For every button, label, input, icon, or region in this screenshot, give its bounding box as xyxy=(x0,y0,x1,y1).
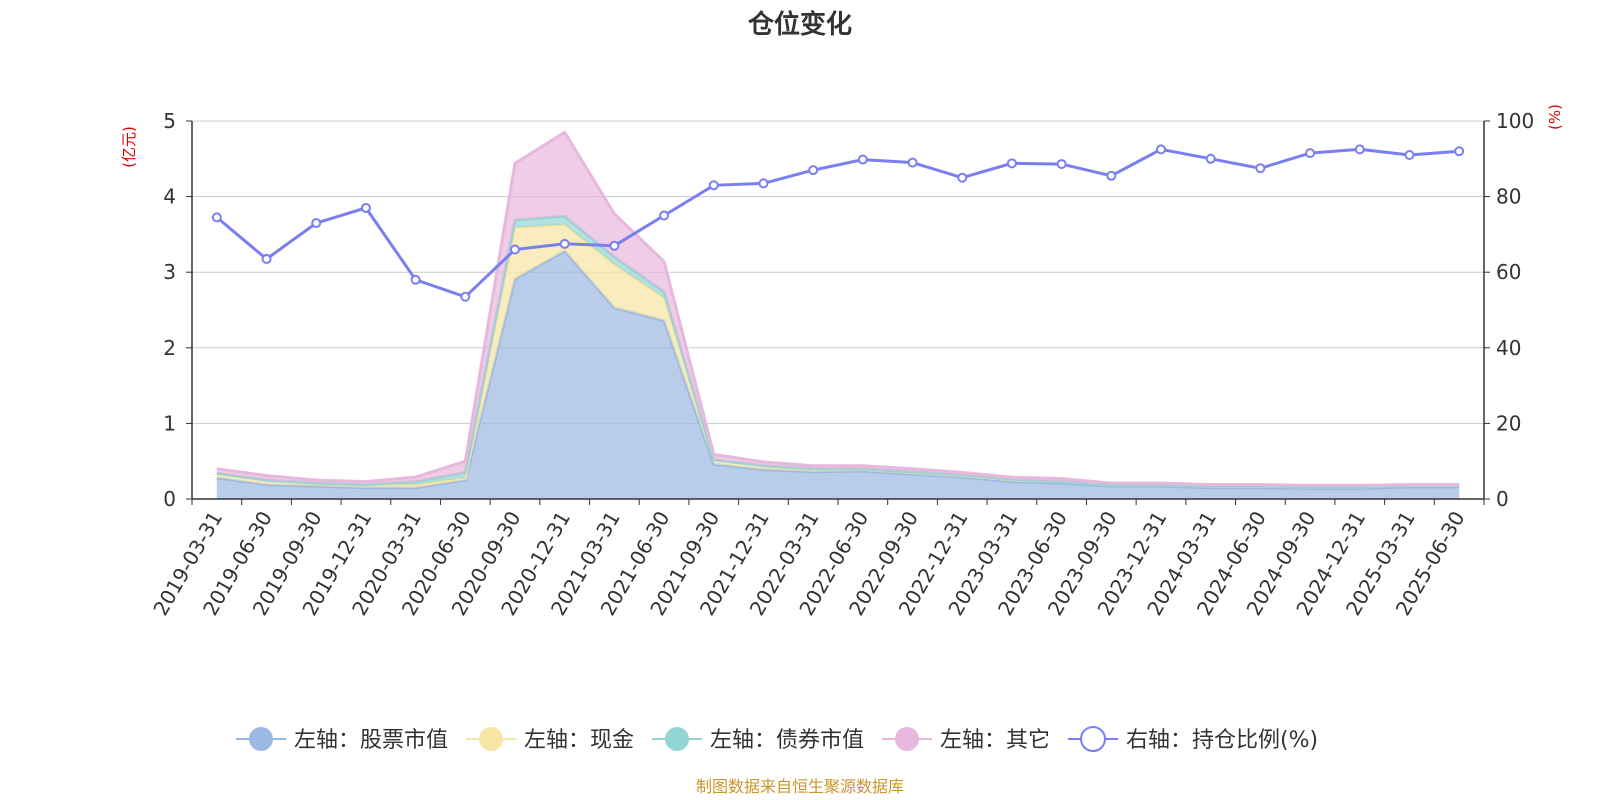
legend-marker xyxy=(479,727,503,751)
ratio-line-point xyxy=(510,244,520,255)
legend-label: 左轴：其它 xyxy=(940,728,1050,753)
legend-label: 右轴：持仓比例(%) xyxy=(1126,728,1318,753)
legend-marker xyxy=(895,727,919,751)
right-axis-tick-label: 100 xyxy=(1496,109,1534,133)
left-axis-unit: (亿元) xyxy=(120,126,138,168)
left-axis-tick-label: 5 xyxy=(163,109,176,133)
left-axis-tick-label: 1 xyxy=(163,411,176,435)
legend-marker xyxy=(1080,726,1106,752)
stacked-areas xyxy=(216,130,1460,499)
ratio-line-path xyxy=(215,147,1460,299)
ratio-line-point xyxy=(360,202,371,213)
legend-item-2[interactable]: 左轴：现金 xyxy=(466,727,634,753)
axes: 0123450204060801002019-03-312019-06-3020… xyxy=(148,109,1534,620)
legend-item-1[interactable]: 左轴：股票市值 xyxy=(236,727,448,753)
ratio-line-point xyxy=(1454,146,1465,157)
legend[interactable]: 左轴：股票市值 左轴：现金 左轴：债券市值 左轴：其它 右轴：持仓比例(%) xyxy=(236,726,1318,753)
left-axis-tick-label: 3 xyxy=(163,260,176,284)
right-axis-tick-label: 0 xyxy=(1496,487,1509,511)
ratio-line-point xyxy=(261,253,272,264)
legend-label: 左轴：债券市值 xyxy=(710,728,864,753)
ratio-line-point xyxy=(1404,150,1415,161)
legend-item-5[interactable]: 右轴：持仓比例(%) xyxy=(1068,726,1318,753)
data-source-note: 制图数据来自恒生聚源数据库 xyxy=(696,777,904,796)
ratio-line-point xyxy=(1205,153,1216,164)
ratio-line-point xyxy=(907,157,918,168)
ratio-line-point xyxy=(708,180,719,191)
ratio-line-point xyxy=(410,274,421,285)
ratio-line-point xyxy=(758,178,769,189)
left-axis-tick-label: 2 xyxy=(163,336,176,360)
ratio-line-point xyxy=(609,240,620,251)
legend-label: 左轴：股票市值 xyxy=(294,728,448,753)
ratio-line-point xyxy=(957,172,968,183)
ratio-line-point xyxy=(1354,144,1365,155)
left-axis-tick-label: 4 xyxy=(163,185,176,209)
legend-label: 左轴：现金 xyxy=(524,728,634,753)
right-axis-unit: (%) xyxy=(1546,104,1564,130)
ratio-line-point xyxy=(808,165,819,176)
ratio-line-point xyxy=(311,218,322,229)
right-axis-tick-label: 80 xyxy=(1496,185,1521,209)
area-series-edge-3 xyxy=(216,214,1460,489)
legend-marker xyxy=(665,727,689,751)
ratio-line-point xyxy=(1056,159,1067,170)
ratio-line-point xyxy=(211,212,222,223)
area-series-4 xyxy=(216,132,1460,487)
chart-title: 仓位变化 xyxy=(747,9,852,40)
position-ratio-line xyxy=(211,144,1465,302)
right-axis-tick-label: 40 xyxy=(1496,336,1521,360)
area-series-edge-1 xyxy=(216,249,1460,490)
right-axis-tick-label: 20 xyxy=(1496,411,1521,435)
ratio-line-point xyxy=(1006,158,1017,169)
ratio-line-point xyxy=(857,154,868,165)
ratio-line-point xyxy=(1106,170,1117,181)
area-series-3 xyxy=(216,216,1460,487)
right-axis-tick-label: 60 xyxy=(1496,260,1521,284)
area-series-edge-4 xyxy=(216,130,1460,487)
legend-item-4[interactable]: 左轴：其它 xyxy=(882,727,1050,753)
ratio-line-point xyxy=(659,210,670,221)
left-axis-tick-label: 0 xyxy=(163,487,176,511)
grid-lines xyxy=(192,120,1484,500)
ratio-line-point xyxy=(559,238,570,249)
ratio-line-point xyxy=(1156,144,1166,155)
ratio-line-point xyxy=(460,291,471,302)
ratio-line-point xyxy=(1255,163,1266,174)
legend-marker xyxy=(249,727,273,751)
area-series-1 xyxy=(216,251,1460,499)
legend-item-3[interactable]: 左轴：债券市值 xyxy=(652,727,864,753)
ratio-line-point xyxy=(1305,148,1316,159)
